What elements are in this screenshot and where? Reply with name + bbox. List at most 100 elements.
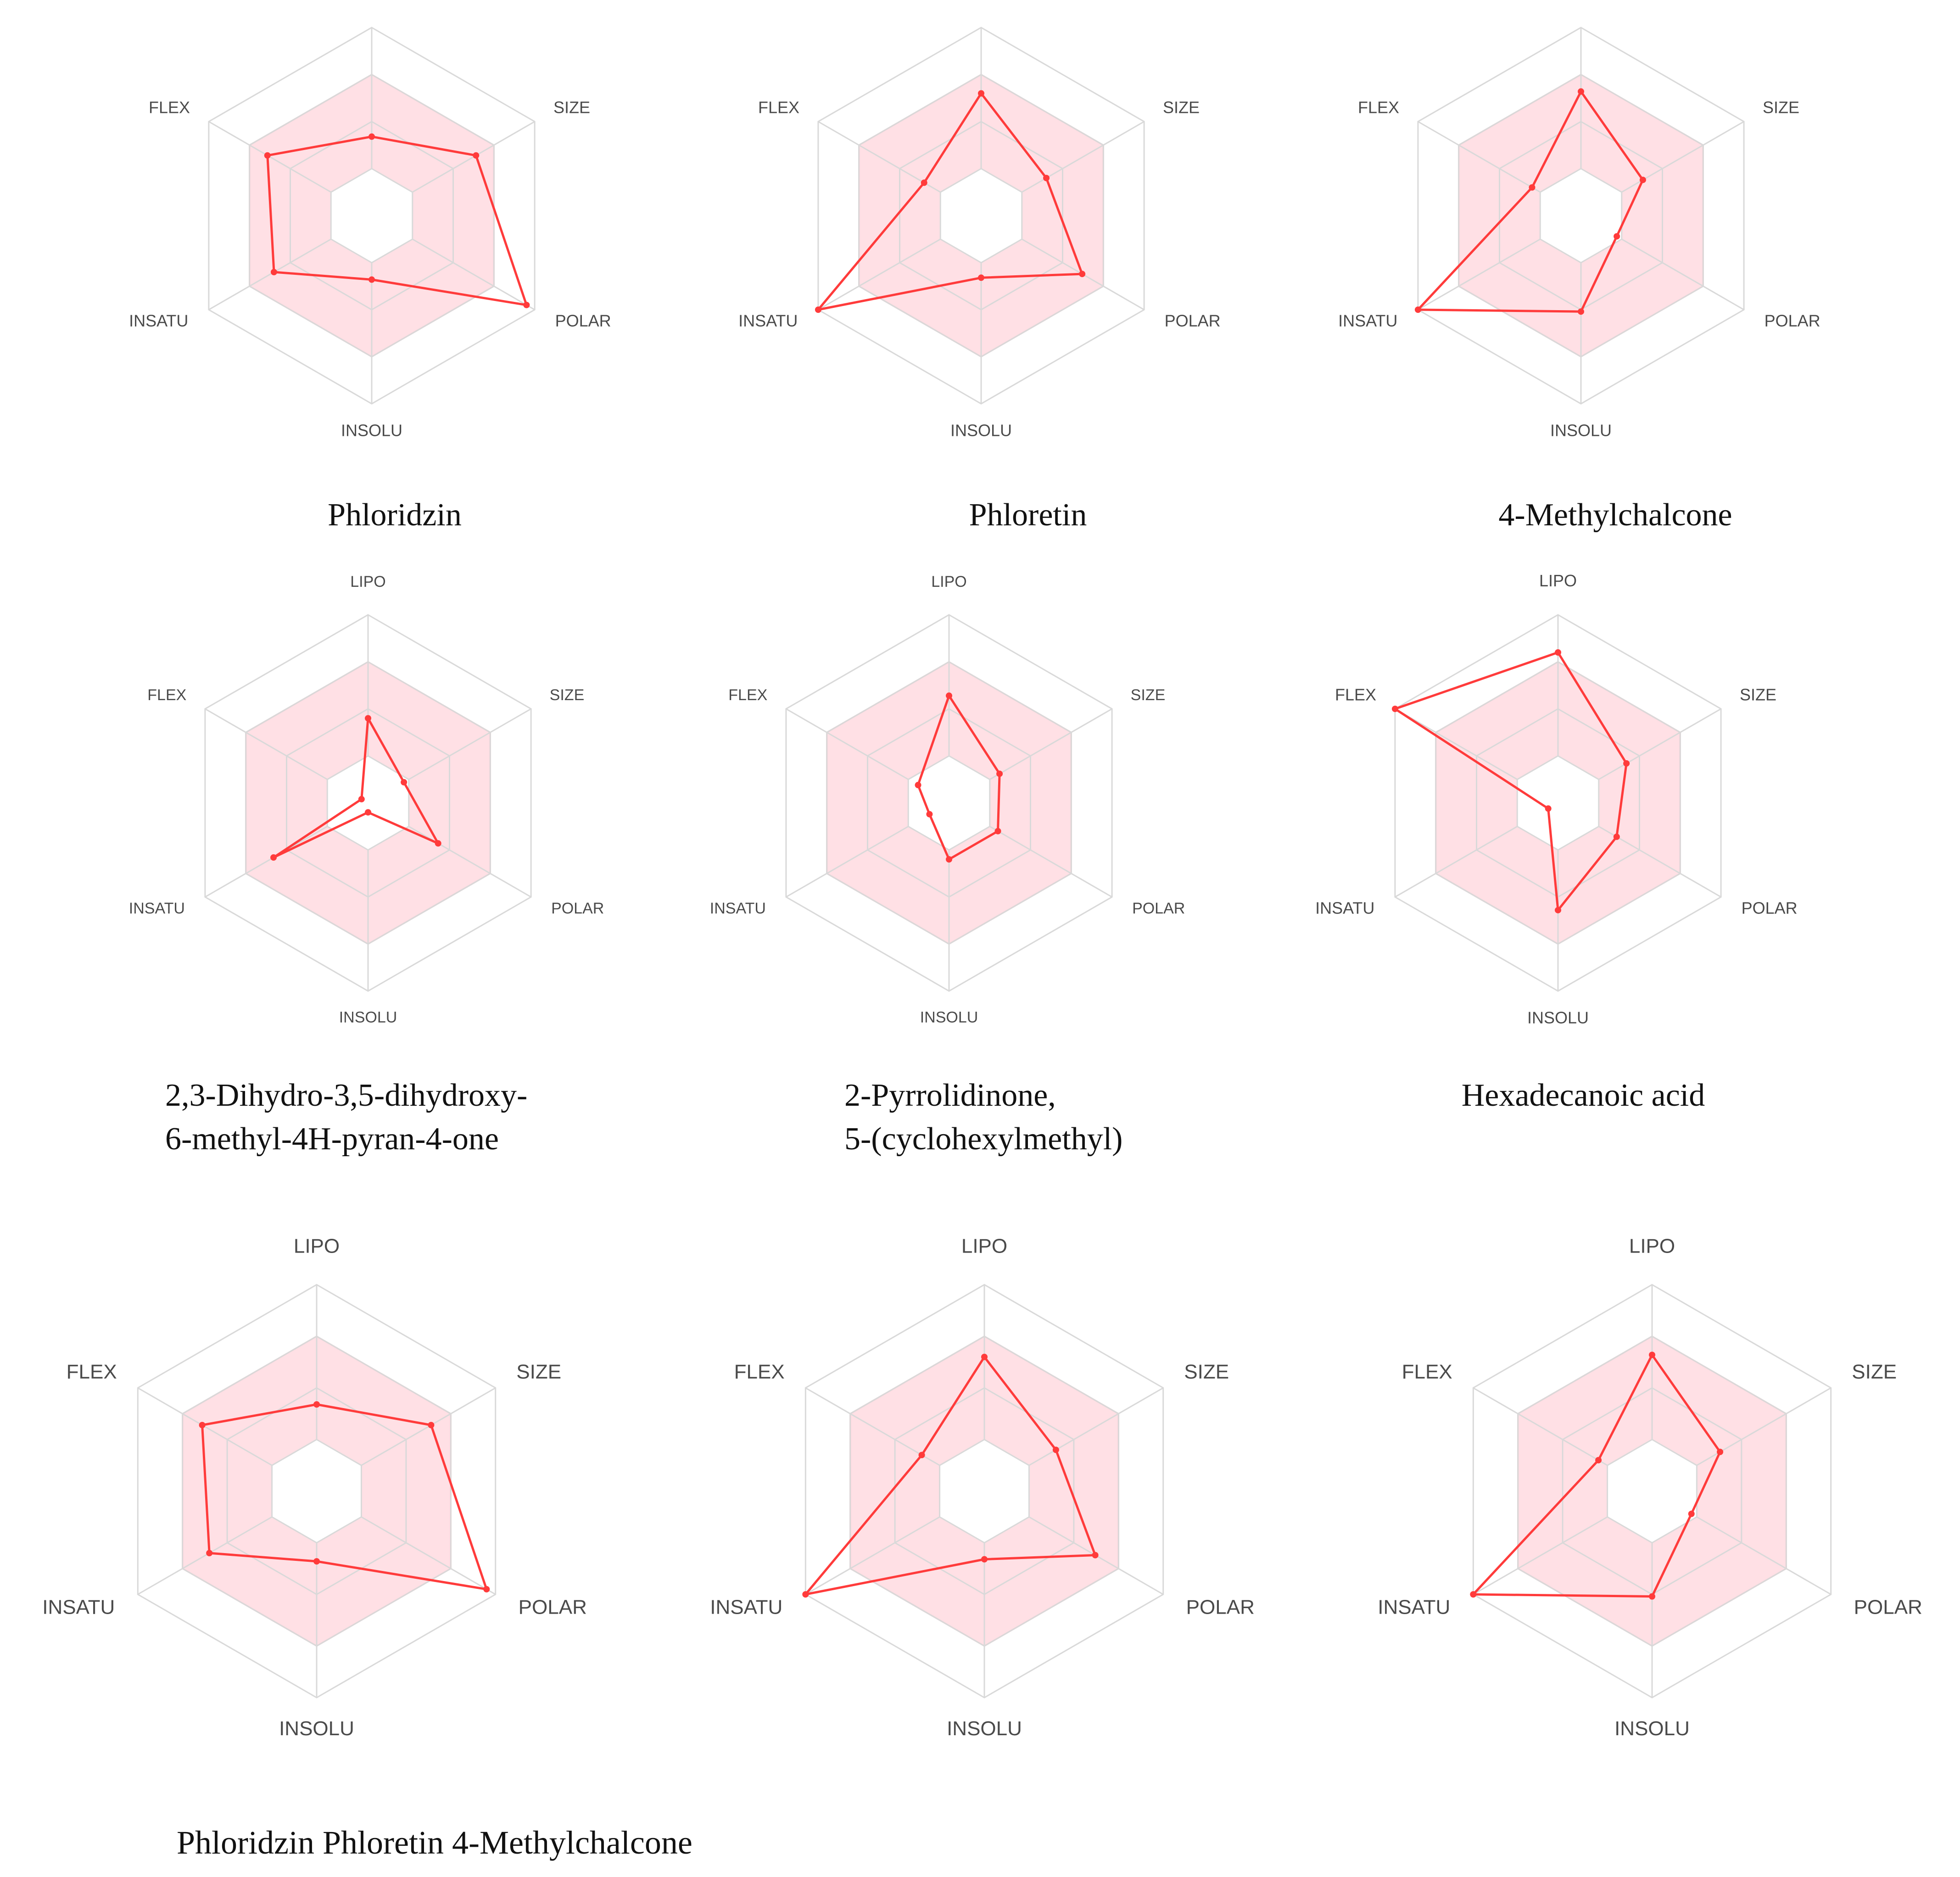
axis-label-lipo: LIPO [962,0,1000,3]
axis-label-flex: FLEX [149,98,190,117]
data-point-flex [1529,184,1536,191]
chart-caption: 2-Pyrrolidinone, [844,1078,1056,1113]
data-point-polar [1092,1552,1099,1559]
data-point-insolu [946,856,952,863]
axis-spoke [1395,708,1518,780]
data-point-polar [1079,271,1086,278]
data-point-polar [1688,1510,1695,1517]
axis-label-insatu: INSATU [129,312,188,330]
optimal-range-band [1435,662,1681,944]
data-point-lipo [313,1401,320,1408]
axis-label-polar: POLAR [555,312,611,330]
radar-chart-5: LIPO SIZE POLAR INSOLU INSATU FLEX [710,573,1185,1026]
axis-label-insatu: INSATU [710,1596,782,1618]
data-point-insatu [270,269,277,275]
axis-label-flex: FLEX [728,686,767,704]
data-point-flex [915,782,921,789]
chart-caption: 4-Methylchalcone [1498,497,1732,533]
axis-spoke [1473,1387,1608,1466]
data-point-lipo [369,133,375,140]
optimal-range-band [249,74,494,357]
data-point-size [1052,1447,1059,1453]
data-point-insolu [369,276,375,283]
data-point-polar [523,301,530,308]
axis-spoke [818,238,941,311]
axis-label-insolu: INSOLU [1527,1008,1589,1027]
axis-label-insolu: INSOLU [947,1717,1022,1740]
axis-spoke [989,825,1112,898]
data-point-size [1639,177,1646,184]
data-point-lipo [946,692,952,699]
axis-spoke [1418,121,1541,193]
chart-caption: Phloretin [969,497,1087,533]
axis-spoke [205,825,328,898]
chart-caption: 2,3-Dihydro-3,5-dihydroxy- [165,1078,527,1113]
axis-spoke [1022,121,1145,193]
axis-spoke [408,708,531,780]
optimal-range-band [850,1336,1119,1646]
axis-label-size: SIZE [1852,1361,1897,1383]
axis-label-polar: POLAR [519,1596,587,1618]
axis-label-polar: POLAR [1132,900,1185,917]
axis-label-insolu: INSOLU [950,421,1012,440]
axis-label-size: SIZE [1763,98,1799,117]
axis-label-flex: FLEX [147,686,186,704]
data-point-lipo [1649,1352,1655,1358]
axis-label-lipo: LIPO [353,0,391,3]
optimal-range-band [1458,74,1703,357]
data-point-size [996,770,1003,777]
axis-label-insolu: INSOLU [1614,1717,1690,1740]
data-point-polar [1614,233,1620,240]
data-point-lipo [978,90,984,97]
axis-spoke [1598,708,1721,780]
data-point-insatu [815,306,821,313]
axis-spoke [205,708,328,780]
axis-label-lipo: LIPO [294,1235,340,1258]
optimal-range-band [1518,1336,1787,1646]
axis-label-polar: POLAR [1165,312,1221,330]
axis-spoke [1028,1387,1164,1466]
axis-label-insolu: INSOLU [920,1009,978,1026]
axis-label-insatu: INSATU [1378,1596,1450,1618]
data-point-flex [921,179,927,186]
chart-caption: Phloridzin [328,497,462,533]
axis-spoke [361,1516,496,1595]
data-point-flex [264,152,271,159]
axis-label-size: SIZE [550,686,585,704]
axis-label-lipo: LIPO [931,573,966,590]
axis-spoke [805,1516,940,1595]
data-point-flex [199,1422,206,1428]
axis-spoke [1473,1516,1608,1595]
radar-chart-9: LIPO SIZE POLAR INSOLU INSATU FLEX [1378,1235,1922,1740]
axis-label-size: SIZE [1740,685,1776,704]
axis-spoke [786,708,909,780]
data-point-insolu [1649,1593,1655,1600]
data-point-insolu [365,809,371,816]
axis-label-flex: FLEX [1335,685,1376,704]
data-point-insatu [802,1591,809,1598]
optimal-range-band [859,74,1104,357]
axis-label-flex: FLEX [1358,98,1399,117]
axis-label-insatu: INSATU [738,312,798,330]
data-point-insolu [1578,308,1584,315]
data-point-insolu [981,1556,988,1563]
data-point-insatu [1545,805,1552,812]
radar-chart-2: LIPO SIZE POLAR INSOLU INSATU FLEX [738,0,1221,440]
axis-label-size: SIZE [1163,98,1200,117]
data-point-size [473,152,480,159]
axis-label-insolu: INSOLU [341,421,402,440]
axis-label-insatu: INSATU [42,1596,115,1618]
axis-label-flex: FLEX [758,98,799,117]
chart-caption: Phloridzin Phloretin 4-Methylchalcone [177,1824,692,1861]
radar-chart-4: LIPO SIZE POLAR INSOLU INSATU FLEX [129,573,604,1026]
data-point-lipo [365,715,371,722]
data-point-size [1043,175,1050,181]
optimal-range-band [182,1336,451,1646]
data-point-flex [358,796,365,802]
axis-spoke [412,238,535,311]
axis-label-lipo: LIPO [961,1235,1007,1258]
data-point-lipo [1578,88,1584,95]
axis-spoke [1621,238,1744,311]
data-point-lipo [1555,649,1561,656]
axis-label-insolu: INSOLU [1550,421,1612,440]
